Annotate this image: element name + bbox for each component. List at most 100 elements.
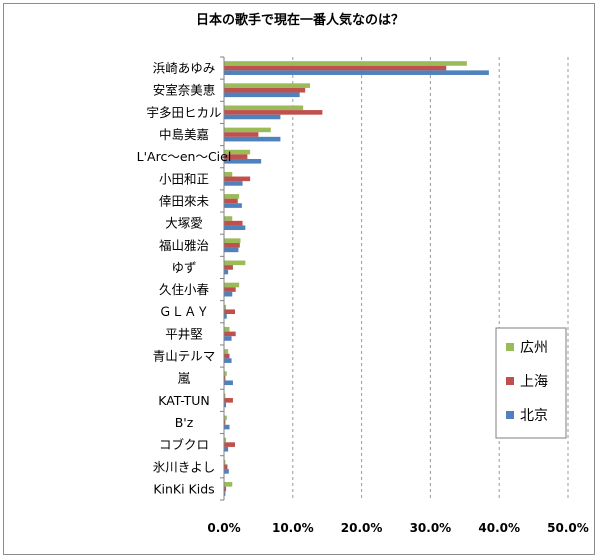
bar-広州-9 [224, 260, 246, 266]
category-label: 氷川きよし [153, 459, 216, 474]
bar-広州-18 [224, 459, 226, 465]
bar-広州-12 [224, 326, 230, 332]
category-label: 嵐 [178, 371, 191, 386]
x-tick-labels: 0.0% 10.0% 20.0% 30.0% 40.0% 50.0% [207, 521, 588, 535]
bar-広州-7 [224, 216, 233, 221]
bar-上海-9 [224, 265, 233, 270]
bar-北京-4 [224, 158, 262, 164]
bar-広州-10 [224, 282, 240, 288]
category-label: 平井堅 [165, 326, 203, 341]
bar-広州-8 [224, 238, 241, 243]
legend-swatch [506, 377, 514, 385]
category-label: 安室奈美恵 [153, 83, 216, 98]
bar-上海-6 [224, 198, 238, 204]
bar-上海-11 [224, 309, 236, 315]
bar-広州-17 [224, 437, 227, 443]
category-label: 宇多田ヒカル [146, 105, 221, 120]
bar-広州-1 [224, 83, 310, 88]
category-label: L'Arc～en～Ciel [137, 149, 232, 164]
bar-上海-12 [224, 331, 236, 337]
legend-label: 北京 [520, 408, 548, 424]
bar-上海-15 [224, 398, 233, 403]
bar-上海-2 [224, 110, 323, 115]
bar-上海-10 [224, 287, 236, 292]
bar-北京-16 [224, 424, 230, 430]
bar-北京-15 [224, 402, 227, 408]
category-label: ＧＬＡＹ [159, 304, 209, 319]
x-tick-label: 20.0% [341, 521, 383, 535]
bar-広州-14 [224, 371, 227, 376]
category-label: 浜崎あゆみ [153, 61, 216, 76]
bar-北京-10 [224, 291, 233, 297]
bar-上海-17 [224, 442, 236, 447]
bar-北京-13 [224, 358, 232, 363]
bar-上海-19 [224, 486, 227, 492]
bar-北京-7 [224, 225, 246, 231]
category-label: 中島美嘉 [159, 127, 209, 142]
bar-北京-18 [224, 469, 229, 474]
bar-北京-2 [224, 114, 281, 120]
bar-北京-17 [224, 446, 229, 452]
chart-title: 日本の歌手で現在一番人気なのは？ [196, 12, 404, 28]
category-label: B'z [175, 415, 194, 430]
bar-広州-6 [224, 194, 240, 199]
category-label: ゆず [171, 260, 196, 275]
category-label: 久住小春 [159, 282, 210, 297]
bar-広州-2 [224, 105, 304, 111]
bar-広州-3 [224, 127, 271, 133]
bar-北京-14 [224, 380, 233, 386]
category-label: コブクロ [159, 437, 209, 452]
axis-group [220, 56, 225, 501]
bar-上海-3 [224, 132, 259, 137]
category-label: KAT-TUN [158, 393, 210, 408]
bar-広州-11 [224, 304, 227, 310]
bar-広州-16 [224, 415, 227, 421]
bar-上海-4 [224, 154, 248, 159]
bar-上海-18 [224, 464, 228, 470]
bar-広州-13 [224, 349, 229, 354]
x-tick-label: 50.0% [547, 521, 589, 535]
category-label: 青山テルマ [153, 349, 216, 364]
category-label: 小田和正 [159, 171, 209, 186]
bar-北京-9 [224, 269, 229, 275]
bar-上海-13 [224, 353, 230, 359]
bar-広州-5 [224, 171, 233, 177]
bar-広州-15 [224, 393, 226, 399]
grid-lines [292, 57, 569, 500]
legend-label: 上海 [520, 374, 548, 390]
bar-北京-8 [224, 247, 239, 253]
category-label: KinKi Kids [153, 481, 214, 496]
bar-上海-8 [224, 242, 240, 248]
x-tick-label: 40.0% [478, 521, 520, 535]
bar-広州-19 [224, 482, 233, 487]
bar-上海-1 [224, 87, 306, 93]
bar-北京-3 [224, 136, 281, 142]
bar-上海-0 [224, 65, 447, 71]
x-tick-label: 0.0% [207, 521, 240, 535]
category-label: 倖田來未 [159, 193, 210, 208]
bar-上海-16 [224, 420, 226, 425]
category-label: 大塚愛 [165, 216, 203, 231]
bar-広州-4 [224, 149, 251, 155]
bar-上海-5 [224, 176, 251, 182]
legend-swatch [506, 343, 514, 351]
bar-北京-5 [224, 181, 243, 186]
bar-北京-0 [224, 70, 489, 75]
bar-北京-11 [224, 314, 227, 319]
legend-label: 広州 [520, 340, 548, 356]
bars-group [224, 61, 489, 496]
x-tick-label: 30.0% [410, 521, 452, 535]
x-tick-label: 10.0% [272, 521, 314, 535]
bar-北京-19 [224, 491, 226, 496]
category-label: 福山雅治 [159, 238, 209, 253]
bar-広州-0 [224, 61, 467, 66]
bar-北京-1 [224, 92, 300, 98]
legend-swatch [506, 411, 514, 419]
bar-北京-6 [224, 203, 242, 208]
bar-上海-14 [224, 375, 226, 381]
bar-上海-7 [224, 220, 243, 226]
bar-北京-12 [224, 336, 232, 341]
